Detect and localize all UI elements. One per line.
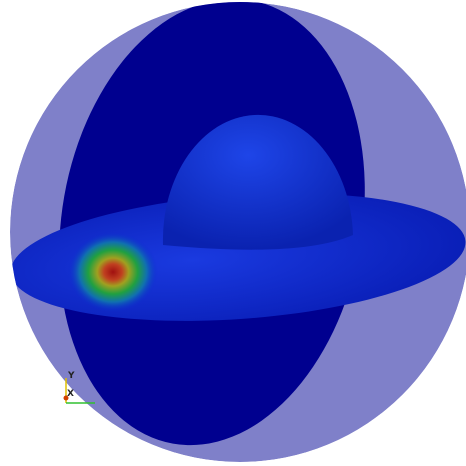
inner-dome xyxy=(162,114,353,250)
axis-triad: Y X xyxy=(63,371,95,404)
x-axis xyxy=(63,395,69,401)
scene xyxy=(10,2,466,462)
heat-spot xyxy=(68,232,158,312)
axis-label: X xyxy=(67,389,74,399)
axis-label: Y xyxy=(67,371,75,381)
